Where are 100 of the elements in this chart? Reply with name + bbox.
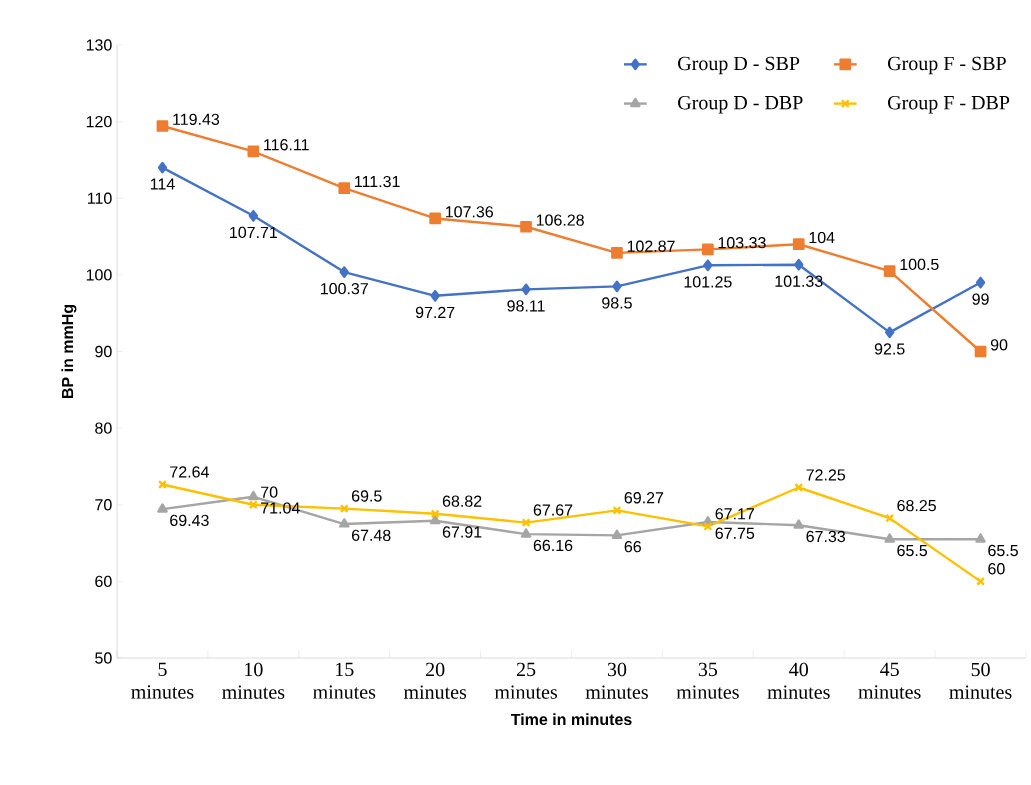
point: [248, 500, 258, 510]
y-tick-label: 110: [88, 192, 112, 204]
data-label: 67.91: [442, 526, 482, 538]
x-tick-label: 30 minutes: [585, 662, 648, 699]
x-tick-label: 20 minutes: [403, 662, 467, 699]
legend-label: Group D - SBP: [678, 56, 800, 75]
x-tick-label: 50 minutes: [949, 662, 1012, 699]
point: [975, 276, 986, 289]
data-label: 60: [988, 563, 1005, 575]
point: [429, 212, 442, 225]
x-tick-label: 10 minutes: [222, 662, 285, 699]
point: [612, 505, 622, 515]
data-label: 68.25: [897, 499, 936, 512]
data-label: 107.36: [445, 206, 493, 218]
point: [521, 283, 531, 296]
point: [885, 513, 895, 523]
data-label: 97.27: [415, 306, 455, 319]
point: [157, 480, 167, 490]
point: [248, 209, 259, 222]
point: [156, 120, 169, 132]
point: [338, 182, 351, 195]
point: [339, 266, 349, 278]
data-label: 119.43: [173, 113, 220, 125]
point: [884, 326, 895, 339]
point: [612, 280, 622, 293]
data-label: 104: [809, 231, 835, 244]
point: [884, 533, 895, 543]
point: [883, 265, 896, 277]
y-tick-label: 100: [86, 269, 112, 281]
data-label: 92.5: [874, 343, 905, 355]
data-label: 114: [150, 178, 175, 190]
y-tick-label: 90: [95, 345, 112, 358]
data-label: 103.33: [718, 237, 766, 249]
point: [611, 247, 623, 259]
y-tick-label: 50: [95, 652, 112, 664]
data-label: 67.48: [352, 529, 391, 541]
point: [339, 504, 349, 514]
data-label: 102.87: [627, 240, 675, 252]
point: [611, 529, 623, 539]
x-axis-title: Time in minutes: [510, 713, 632, 726]
data-label: 65.5: [897, 544, 928, 557]
data-label: 101.25: [684, 276, 732, 288]
data-label: 66.16: [533, 539, 573, 552]
y-tick-label: 60: [95, 575, 112, 588]
data-label: 67.33: [806, 530, 846, 543]
point: [794, 483, 804, 493]
data-label: 69.5: [352, 490, 382, 502]
point: [157, 161, 168, 174]
point: [520, 220, 532, 233]
x-tick-label: 15 minutes: [313, 662, 376, 699]
point: [247, 145, 260, 158]
point: [430, 509, 440, 519]
data-label: 99: [972, 293, 989, 305]
data-label: 67.67: [533, 504, 573, 516]
y-tick-label: 80: [95, 422, 112, 434]
data-label: 111.31: [355, 175, 400, 188]
point: [792, 238, 805, 251]
data-label: 98.11: [507, 300, 545, 312]
point: [703, 259, 713, 272]
point: [701, 243, 714, 256]
point: [429, 514, 441, 525]
y-tick-label: 130: [86, 39, 112, 51]
point: [794, 258, 804, 271]
point: [793, 519, 804, 529]
data-label: 66: [624, 541, 641, 553]
point: [157, 503, 168, 513]
point: [521, 518, 531, 528]
point: [975, 533, 986, 543]
point: [976, 576, 986, 586]
legend-label: Group F - DBP: [888, 95, 1010, 114]
x-tick-label: 25 minutes: [494, 662, 557, 699]
point: [974, 345, 987, 358]
data-label: 70: [261, 486, 278, 498]
data-label: 101.33: [775, 275, 823, 287]
y-tick-label: 70: [95, 499, 112, 511]
data-label: 90: [990, 339, 1008, 351]
data-label: 100.37: [321, 282, 368, 295]
x-tick-label: 45 minutes: [858, 662, 921, 699]
data-label: 69.43: [170, 514, 209, 527]
point: [430, 289, 440, 302]
x-tick-label: 5 minutes: [131, 662, 194, 699]
legend-label: Group F - SBP: [888, 56, 1006, 75]
data-label: 65.5: [988, 544, 1018, 557]
y-axis-title: BP in mmHg: [61, 305, 77, 398]
data-label: 106.28: [536, 214, 584, 226]
point: [339, 518, 350, 528]
point: [520, 528, 532, 538]
x-tick-label: 40 minutes: [767, 662, 830, 699]
data-label: 72.64: [170, 466, 209, 478]
point: [248, 490, 259, 501]
data-label: 116.11: [264, 139, 309, 151]
data-label: 67.75: [715, 527, 755, 539]
data-label: 107.71: [230, 226, 278, 239]
data-label: 68.82: [442, 495, 482, 507]
x-tick-label: 35 minutes: [676, 662, 739, 699]
point: [703, 521, 713, 531]
data-label: 69.27: [624, 492, 664, 504]
data-label: 98.5: [602, 297, 632, 309]
legend-label: Group D - DBP: [678, 95, 803, 114]
data-label: 100.5: [900, 258, 939, 271]
